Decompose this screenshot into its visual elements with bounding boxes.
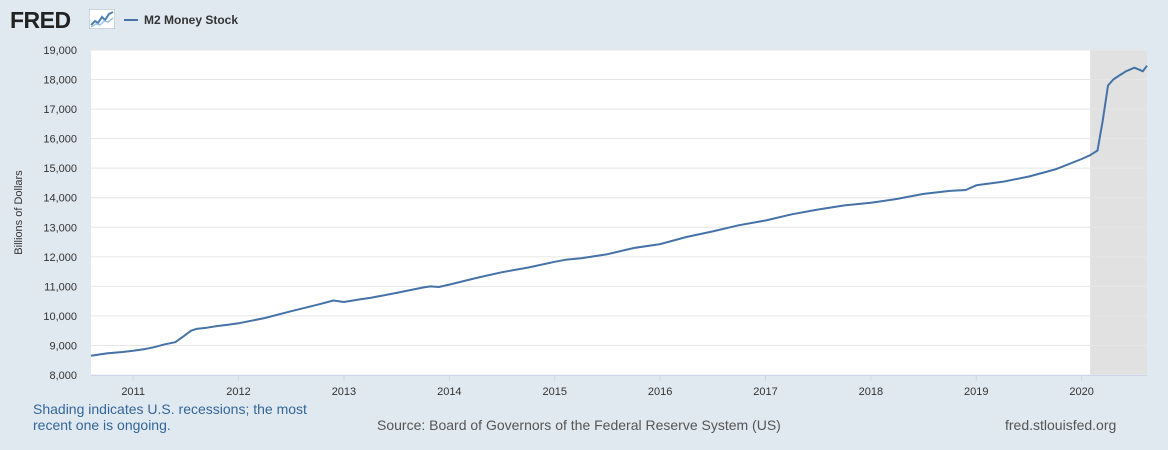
site-link[interactable]: fred.stlouisfed.org — [1005, 417, 1117, 433]
y-tick-label: 16,000 — [43, 134, 77, 146]
y-tick-label: 11,000 — [44, 281, 77, 293]
y-tick-label: 19,000 — [43, 45, 77, 57]
y-tick-label: 8,000 — [49, 370, 77, 382]
y-tick-label: 9,000 — [49, 340, 77, 352]
legend-swatch — [124, 18, 138, 21]
x-tick-label: 2017 — [753, 386, 777, 398]
fred-logo[interactable]: FRED — [10, 7, 71, 33]
y-axis-ticks: 8,000 9,000 10,000 11,000 12,000 13,000 14,000… — [43, 45, 77, 382]
legend: M2 Money Stock — [124, 13, 238, 27]
chart-header: FRED M2 Money Stock — [0, 0, 1168, 40]
y-tick-label: 10,000 — [43, 311, 77, 323]
x-tick-label: 2013 — [332, 386, 356, 398]
y-tick-label: 15,000 — [43, 163, 77, 175]
y-tick-label: 14,000 — [43, 193, 77, 205]
gridlines — [91, 49, 1147, 376]
x-axis-ticks: 2011 2012 2013 2014 2015 2016 2017 2018 2019 2020 — [91, 375, 1147, 398]
x-tick-label: 2011 — [121, 386, 145, 398]
x-tick-label: 2012 — [226, 386, 250, 398]
legend-label: M2 Money Stock — [144, 13, 239, 27]
y-tick-label: 18,000 — [43, 75, 77, 87]
x-tick-label: 2018 — [859, 386, 883, 398]
y-tick-label: 12,000 — [43, 252, 77, 264]
y-axis-label: Billions of Dollars — [13, 170, 25, 255]
x-tick-label: 2020 — [1069, 386, 1093, 398]
recession-shading-group — [1090, 50, 1147, 375]
recession-note: Shading indicates U.S. recessions; the m… — [33, 401, 307, 433]
recession-band — [1090, 50, 1147, 375]
fred-chart-icon — [89, 9, 115, 29]
y-tick-label: 17,000 — [43, 104, 77, 116]
plot-area — [91, 50, 1147, 375]
x-tick-label: 2014 — [437, 386, 461, 398]
series-line-m2 — [90, 65, 1148, 357]
source-text: Source: Board of Governors of the Federa… — [377, 417, 781, 433]
x-tick-label: 2019 — [964, 386, 988, 398]
line-chart: 8,000 9,000 10,000 11,000 12,000 13,000 14,000… — [13, 45, 1148, 398]
x-tick-label: 2015 — [542, 386, 566, 398]
x-tick-label: 2016 — [648, 386, 672, 398]
y-tick-label: 13,000 — [43, 222, 77, 234]
